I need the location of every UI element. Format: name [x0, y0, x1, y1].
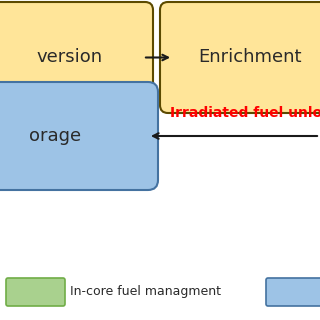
Text: version: version: [37, 49, 103, 67]
FancyBboxPatch shape: [0, 2, 153, 113]
FancyBboxPatch shape: [6, 278, 65, 306]
Text: Enrichment: Enrichment: [198, 49, 302, 67]
FancyBboxPatch shape: [266, 278, 320, 306]
Text: Irradiated fuel unlo: Irradiated fuel unlo: [170, 106, 320, 120]
Text: In-core fuel managment: In-core fuel managment: [70, 285, 221, 299]
Text: orage: orage: [29, 127, 81, 145]
FancyBboxPatch shape: [0, 82, 158, 190]
FancyBboxPatch shape: [160, 2, 320, 113]
